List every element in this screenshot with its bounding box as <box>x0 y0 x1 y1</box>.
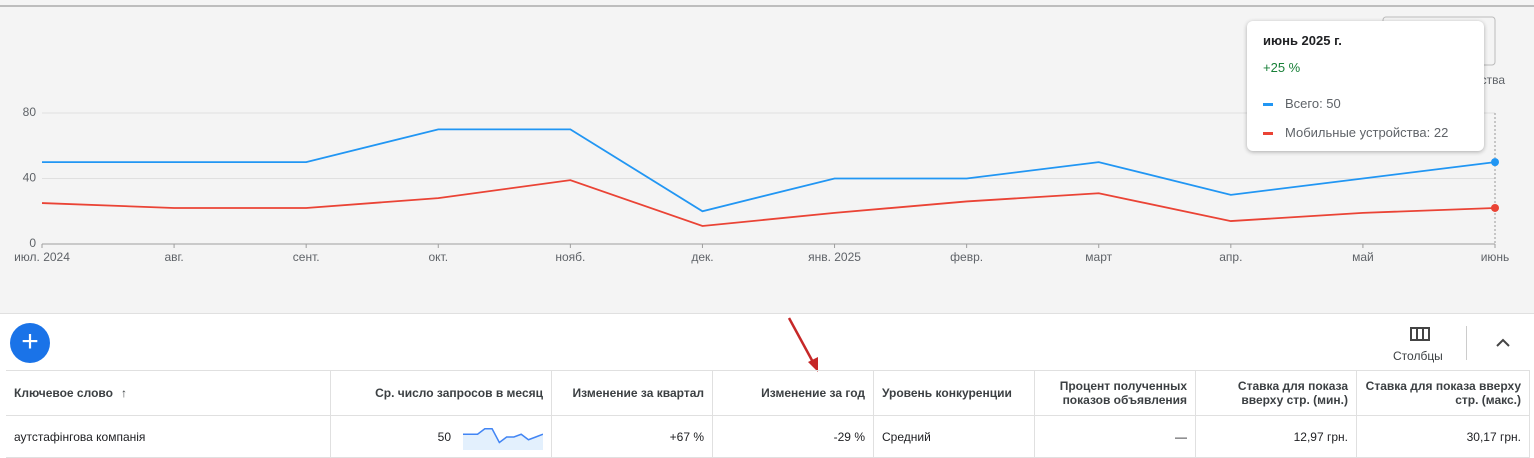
x-tick-label: июл. 2024 <box>14 250 70 264</box>
tooltip-change: +25 % <box>1263 60 1301 75</box>
cell-text: аутстафінгова компанія <box>14 429 146 444</box>
columns-icon[interactable] <box>1410 326 1430 342</box>
column-header[interactable]: Ставка для показа вверху стр. (макс.) <box>1357 371 1530 415</box>
x-tick-label: нояб. <box>555 250 585 264</box>
toolbar: + Столбцы <box>0 313 1534 372</box>
sparkline-area <box>463 428 543 450</box>
table-cell: -29 % <box>713 416 874 457</box>
row-border <box>6 370 1530 371</box>
table-cell: +67 % <box>552 416 713 457</box>
divider <box>1466 326 1467 360</box>
cell-text: Изменение за год <box>761 386 865 400</box>
x-tick-label: сент. <box>293 250 320 264</box>
columns-label[interactable]: Столбцы <box>1393 349 1443 363</box>
series-line <box>42 128 1496 213</box>
cell-text: Процент полученных показов объявления <box>1059 379 1187 407</box>
column-header[interactable]: Уровень конкуренции <box>874 371 1035 415</box>
tooltip-text: Всего: 50 <box>1285 96 1341 111</box>
sparkline <box>463 427 543 450</box>
sort-icon[interactable]: ↑ <box>120 386 127 400</box>
tooltip-title: июнь 2025 г. <box>1263 33 1342 48</box>
tooltip-text: Мобильные устройства: 22 <box>1285 125 1449 140</box>
table-cell: 30,17 грн. <box>1357 416 1530 457</box>
column-header[interactable]: Ставка для показа вверху стр. (мин.) <box>1196 371 1357 415</box>
table-cell: 12,97 грн. <box>1196 416 1357 457</box>
cell-text: Изменение за квартал <box>572 386 704 400</box>
arrow-annotation <box>787 317 818 372</box>
x-tick-label: июнь <box>1481 250 1510 264</box>
cell-text: — <box>1175 429 1187 444</box>
x-tick-label: янв. 2025 <box>808 250 861 264</box>
cell-text: Ключевое слово <box>14 386 113 400</box>
x-tick-label: апр. <box>1219 250 1242 264</box>
column-header[interactable]: Ср. число запросов в месяц <box>331 371 552 415</box>
y-tick-label: 0 <box>29 236 36 250</box>
collapse-icon[interactable] <box>1495 338 1511 348</box>
cell-text: 30,17 грн. <box>1466 429 1521 444</box>
cell-text: Ср. число запросов в месяц <box>375 386 543 400</box>
cell-text: +67 % <box>669 429 704 444</box>
cell-text: 12,97 грн. <box>1293 429 1348 444</box>
tooltip: июнь 2025 г. +25 % Всего: 50 Мобильные у… <box>1247 21 1484 151</box>
column-header[interactable]: Изменение за год <box>713 371 874 415</box>
y-tick-label: 40 <box>23 171 37 185</box>
x-tick-label: май <box>1352 250 1374 264</box>
x-tick-label: дек. <box>691 250 713 264</box>
sparkline-line <box>463 427 543 444</box>
table-cell: аутстафінгова компанія <box>6 416 331 457</box>
row-border <box>6 415 1530 416</box>
cell-text: 50 <box>437 429 451 444</box>
cell-text: Уровень конкуренции <box>882 386 1012 400</box>
series-line <box>41 179 1496 227</box>
cell-text: -29 % <box>833 429 865 444</box>
add-button[interactable]: + <box>10 323 50 363</box>
column-header[interactable]: Изменение за квартал <box>552 371 713 415</box>
table-cell: 50 <box>331 416 552 457</box>
x-tick-label: март <box>1085 250 1112 264</box>
cell-text: Ставка для показа вверху стр. (макс.) <box>1365 379 1521 407</box>
cell-text: Средний <box>882 429 931 444</box>
tooltip-item: Мобильные устройства: 22 <box>1263 125 1448 140</box>
column-header[interactable]: Процент полученных показов объявления <box>1035 371 1196 415</box>
x-tick-label: окт. <box>428 250 448 264</box>
hover-dot <box>1491 158 1499 167</box>
table-cell: Средний <box>874 416 1035 457</box>
table-cell: — <box>1035 416 1196 457</box>
hover-dot <box>1491 203 1499 212</box>
y-tick-label: 80 <box>23 105 37 119</box>
x-tick-label: авг. <box>164 250 183 264</box>
cell-text: Ставка для показа вверху стр. (мин.) <box>1237 379 1348 407</box>
x-tick-label: февр. <box>950 250 983 264</box>
tooltip-item: Всего: 50 <box>1263 96 1341 111</box>
column-header[interactable]: Ключевое слово ↑ <box>6 371 331 415</box>
